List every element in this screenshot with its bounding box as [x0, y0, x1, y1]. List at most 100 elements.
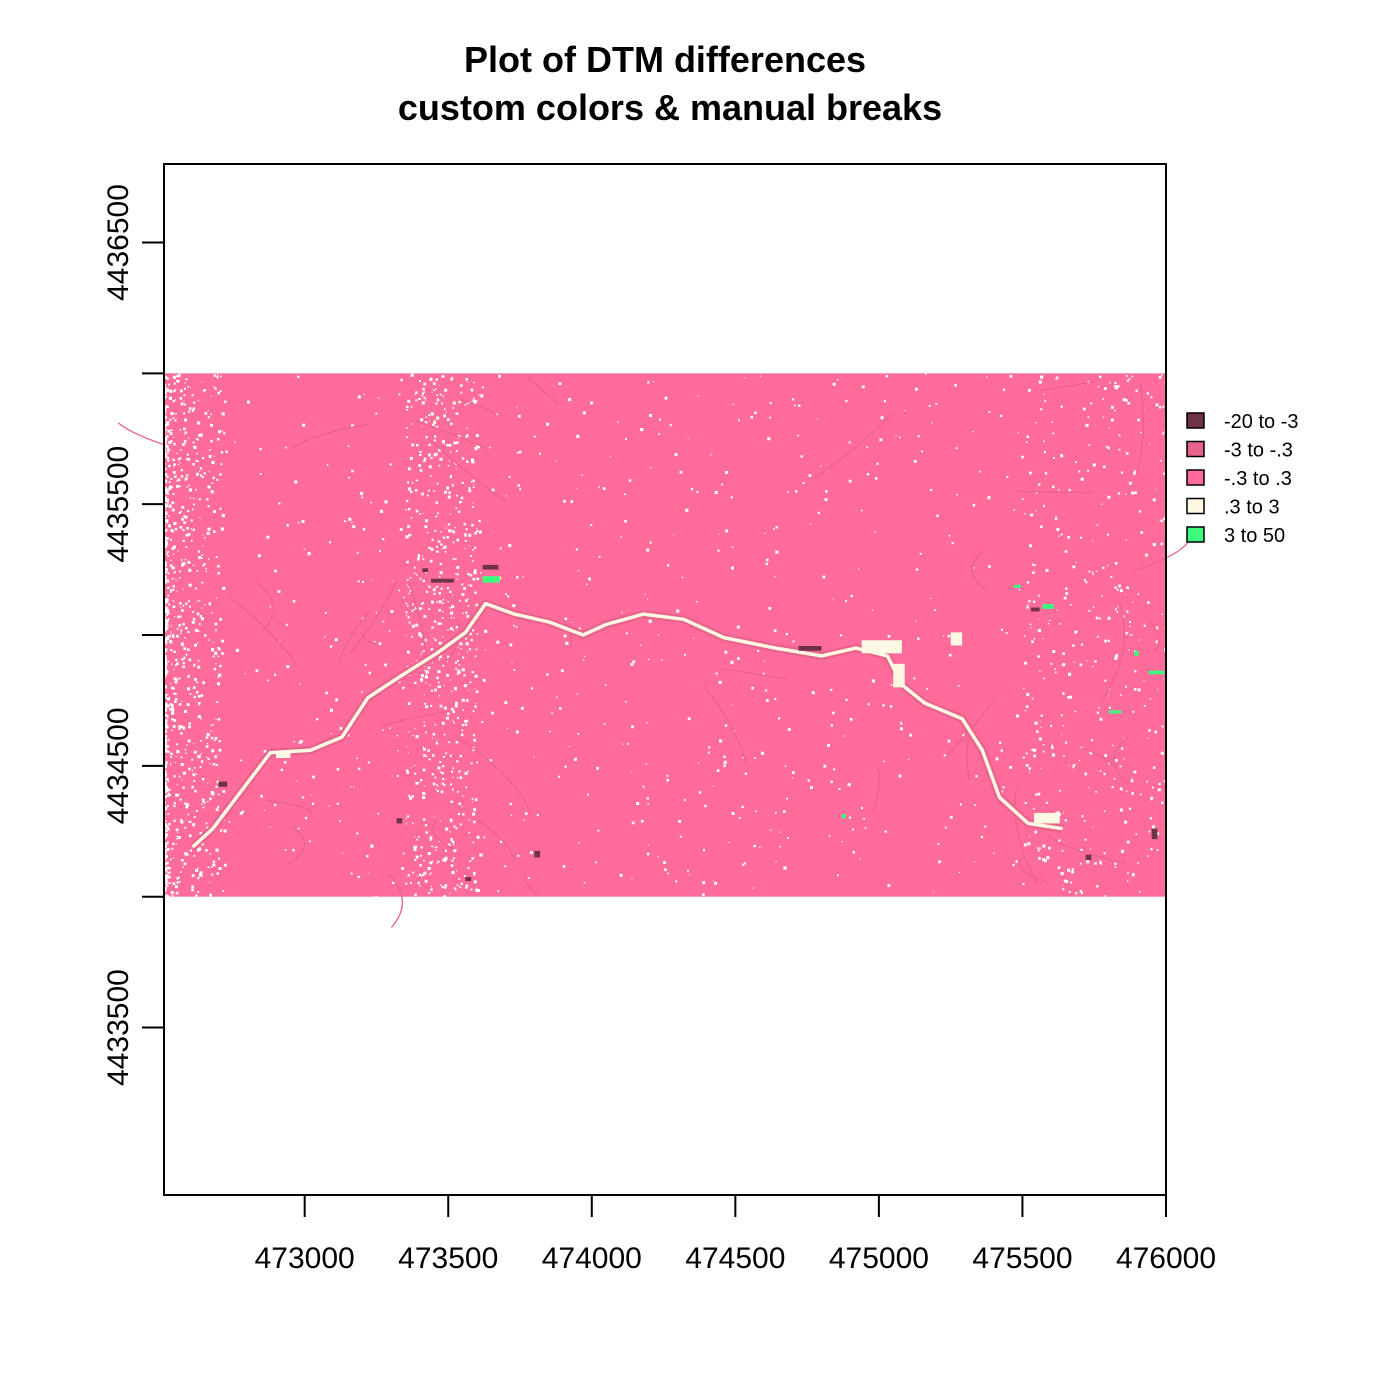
- raster-speckle: [509, 802, 512, 806]
- raster-speckle: [775, 860, 777, 863]
- raster-speckle: [948, 653, 952, 657]
- raster-speckle: [433, 453, 437, 457]
- raster-speckle: [326, 464, 329, 466]
- raster-speckle: [1029, 771, 1031, 773]
- raster-speckle: [222, 586, 226, 590]
- raster-speckle: [1042, 858, 1046, 862]
- raster-speckle: [631, 877, 633, 879]
- raster-speckle: [193, 750, 197, 754]
- raster-speckle: [438, 600, 442, 604]
- raster-speckle: [725, 529, 729, 533]
- raster-speckle: [455, 463, 457, 465]
- raster-speckle: [173, 719, 177, 722]
- raster-speckle: [444, 886, 447, 889]
- raster-speckle: [517, 854, 520, 857]
- raster-speckle: [467, 770, 469, 773]
- raster-speckle: [1002, 786, 1005, 789]
- raster-speckle: [1045, 801, 1048, 804]
- raster-speckle: [454, 687, 457, 691]
- raster-speckle: [442, 664, 445, 667]
- raster-speckle: [336, 768, 340, 771]
- raster-speckle: [439, 562, 443, 566]
- raster-speckle: [164, 673, 167, 677]
- raster-speckle: [279, 640, 281, 642]
- raster-speckle: [463, 522, 466, 526]
- raster-speckle: [1018, 589, 1021, 591]
- raster-speckle: [1125, 374, 1128, 377]
- raster-speckle: [462, 612, 464, 614]
- raster-speckle: [1068, 672, 1072, 676]
- raster-speckle: [474, 531, 478, 535]
- raster-speckle: [1034, 721, 1038, 725]
- raster-speckle: [297, 375, 300, 378]
- raster-speckle: [782, 810, 786, 813]
- raster-speckle: [564, 765, 567, 768]
- raster-speckle: [181, 505, 185, 509]
- raster-speckle: [450, 821, 453, 823]
- raster-speckle: [471, 481, 473, 483]
- raster-speckle: [193, 779, 196, 782]
- raster-speckle: [495, 413, 498, 416]
- raster-speckle: [823, 764, 827, 768]
- raster-speckle: [167, 793, 170, 797]
- raster-speckle: [458, 878, 461, 880]
- raster-speckle: [1023, 843, 1027, 847]
- raster-speckle: [164, 606, 166, 608]
- raster-speckle: [445, 752, 448, 755]
- raster-speckle: [1114, 862, 1117, 865]
- raster-speckle: [1162, 405, 1165, 408]
- raster-speckle: [164, 829, 167, 832]
- raster-speckle: [438, 591, 441, 595]
- raster-speckle: [205, 745, 209, 748]
- raster-speckle: [757, 649, 760, 653]
- raster-speckle: [472, 841, 475, 844]
- raster-speckle: [1096, 885, 1099, 888]
- raster-speckle: [167, 459, 170, 462]
- raster-speckle: [575, 487, 577, 489]
- raster-speckle: [168, 586, 170, 588]
- raster-speckle: [1070, 881, 1073, 884]
- raster-speckle: [1044, 471, 1047, 474]
- raster-speckle: [419, 513, 421, 515]
- raster-speckle: [172, 600, 175, 602]
- raster-speckle: [435, 601, 438, 603]
- raster-speckle: [455, 464, 457, 466]
- raster-speckle: [1043, 859, 1047, 863]
- raster-speckle: [195, 700, 197, 702]
- raster-speckle: [1042, 844, 1046, 848]
- raster-speckle: [763, 660, 765, 662]
- raster-speckle: [165, 642, 168, 645]
- raster-speckle: [179, 615, 182, 618]
- dark-patch: [1085, 854, 1092, 861]
- raster-speckle: [411, 610, 414, 612]
- raster-speckle: [174, 700, 177, 704]
- raster-speckle: [164, 427, 167, 429]
- raster-speckle: [198, 623, 201, 625]
- raster-speckle: [164, 661, 168, 665]
- raster-speckle: [164, 782, 167, 785]
- raster-speckle: [456, 578, 458, 580]
- raster-speckle: [164, 730, 167, 733]
- raster-speckle: [1159, 519, 1161, 521]
- raster-speckle: [1042, 750, 1045, 753]
- raster-speckle: [1160, 519, 1164, 523]
- raster-speckle: [164, 781, 166, 783]
- raster-speckle: [431, 626, 434, 629]
- raster-speckle: [407, 525, 411, 528]
- legend-label: .3 to 3: [1224, 497, 1280, 519]
- raster-speckle: [433, 435, 437, 438]
- raster-speckle: [202, 806, 205, 809]
- raster-speckle: [191, 394, 194, 397]
- raster-speckle: [173, 436, 175, 438]
- raster-speckle: [363, 393, 365, 395]
- raster-speckle: [1149, 817, 1153, 820]
- raster-speckle: [171, 711, 175, 715]
- raster-speckle: [198, 498, 201, 501]
- raster-speckle: [217, 374, 219, 376]
- raster-speckle: [955, 447, 958, 450]
- raster-speckle: [440, 587, 443, 590]
- raster-speckle: [1108, 762, 1110, 765]
- raster-speckle: [164, 742, 167, 746]
- raster-speckle: [1160, 374, 1163, 376]
- raster-speckle: [1006, 475, 1009, 479]
